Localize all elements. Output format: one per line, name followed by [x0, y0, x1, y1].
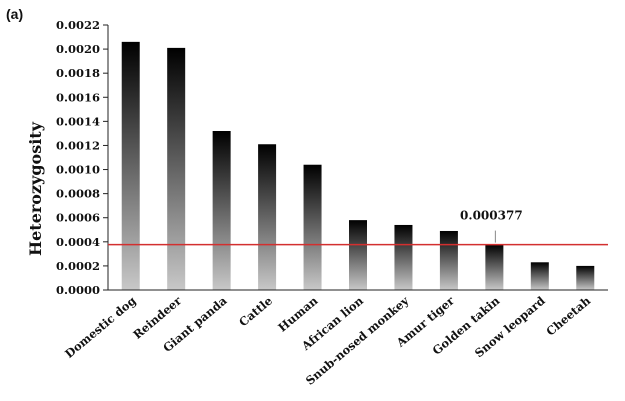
y-tick-label: 0.0016 [56, 90, 100, 104]
y-tick-label: 0.0002 [56, 259, 100, 273]
bar [349, 220, 367, 290]
annotation-label: 0.000377 [460, 209, 523, 223]
bars [121, 41, 595, 291]
axes [107, 25, 608, 291]
y-tick-label: 0.0000 [56, 283, 100, 297]
bar [303, 164, 322, 290]
bar [485, 244, 504, 290]
x-tick-label: Cheetah [543, 293, 593, 338]
y-tick-label: 0.0018 [56, 66, 100, 80]
bar [439, 230, 458, 290]
panel-label: (a) [6, 6, 23, 22]
y-tick-label: 0.0010 [56, 163, 100, 177]
y-tick-label: 0.0014 [56, 114, 100, 128]
y-tick-label: 0.0022 [56, 18, 100, 32]
y-axis-ticks: 0.0000 0.0002 0.0004 0.0006 0.0008 0.0010 0.00… [56, 18, 108, 297]
x-tick-label: Cattle [236, 294, 275, 330]
reference-line: 0.000377 [108, 209, 608, 246]
y-tick-label: 0.0006 [56, 211, 100, 225]
bar [212, 131, 231, 290]
bar [167, 47, 186, 290]
bar [258, 144, 277, 290]
y-tick-label: 0.0004 [56, 235, 100, 249]
bar [394, 224, 413, 290]
bar [121, 41, 140, 291]
bar [576, 265, 595, 290]
y-tick-label: 0.0008 [56, 187, 100, 201]
y-tick-label: 0.0012 [56, 138, 100, 152]
y-tick-label: 0.0020 [56, 42, 100, 56]
y-axis-label: Heterozygosity [26, 121, 45, 256]
bar [530, 262, 549, 290]
x-tick-label: Domestic dog [62, 294, 138, 361]
